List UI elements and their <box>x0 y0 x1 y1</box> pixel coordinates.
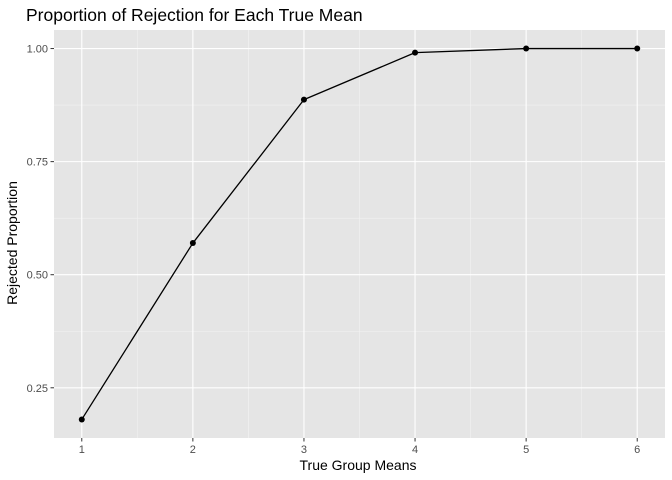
data-point <box>300 96 307 103</box>
y-tick-label: 0.25 <box>27 383 48 395</box>
data-point <box>634 45 641 52</box>
x-tick-label: 2 <box>190 444 196 456</box>
x-axis: 1 2 3 4 5 6 <box>79 438 640 456</box>
y-tick-label: 0.50 <box>27 270 48 282</box>
data-point <box>523 45 530 52</box>
x-axis-title: True Group Means <box>300 457 417 473</box>
x-tick-label: 1 <box>79 444 85 456</box>
series-layer <box>78 45 641 423</box>
x-tick-label: 4 <box>412 444 418 456</box>
x-tick-label: 3 <box>301 444 307 456</box>
x-tick-label: 6 <box>634 444 640 456</box>
y-axis: 0.25 0.50 0.75 1.00 <box>27 44 54 395</box>
chart-title: Proportion of Rejection for Each True Me… <box>26 5 363 25</box>
minor-gridlines <box>54 30 665 438</box>
x-tick-label: 5 <box>523 444 529 456</box>
series-line <box>81 47 638 420</box>
data-point <box>412 49 419 56</box>
data-point <box>78 416 85 423</box>
y-tick-label: 1.00 <box>27 44 48 56</box>
major-gridlines <box>54 30 665 438</box>
data-point <box>189 240 196 247</box>
y-tick-label: 0.75 <box>27 157 48 169</box>
y-axis-title: Rejected Proportion <box>4 181 20 305</box>
